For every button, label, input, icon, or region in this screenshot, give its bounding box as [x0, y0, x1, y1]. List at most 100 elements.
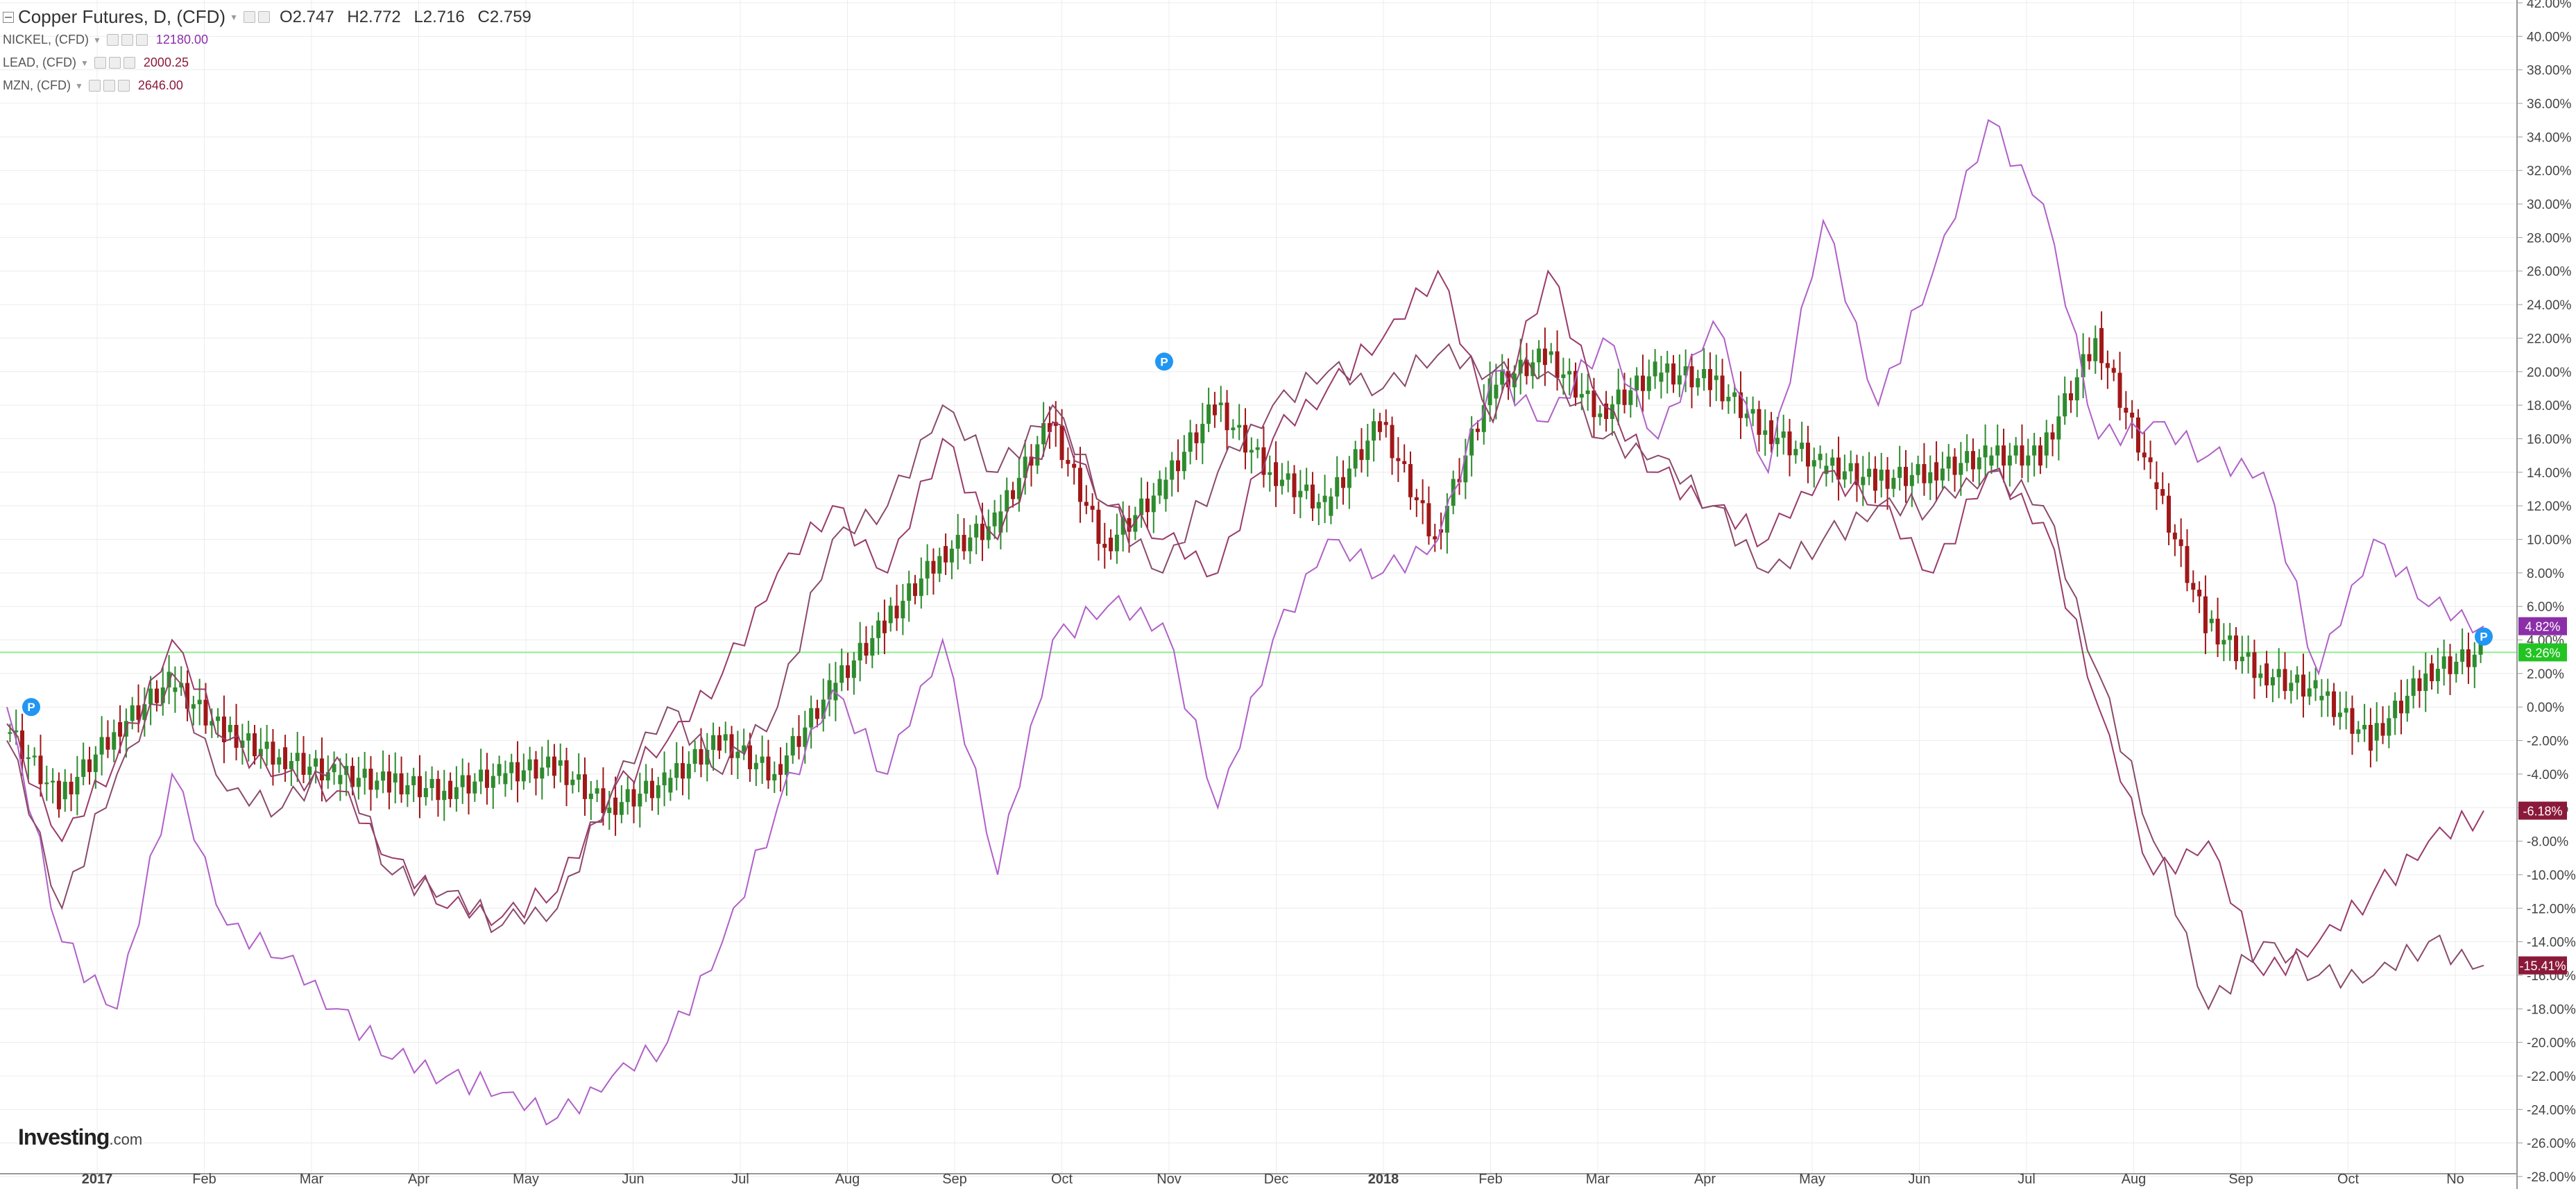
candle-body[interactable]	[968, 537, 973, 551]
candle-body[interactable]	[570, 779, 575, 785]
candle-body[interactable]	[809, 708, 814, 728]
candle-body[interactable]	[1139, 498, 1144, 515]
candle-body[interactable]	[1035, 444, 1040, 466]
candle-body[interactable]	[240, 740, 245, 749]
candle-body[interactable]	[1157, 479, 1162, 496]
candle-body[interactable]	[301, 753, 306, 775]
overlay-row-lead[interactable]: LEAD, (CFD) ▼ 2000.25	[3, 51, 540, 74]
candle-body[interactable]	[974, 523, 979, 538]
candle-body[interactable]	[595, 788, 599, 794]
candle-body[interactable]	[87, 759, 92, 772]
candle-body[interactable]	[821, 699, 826, 719]
candle-body[interactable]	[992, 512, 997, 527]
candle-body[interactable]	[436, 778, 441, 801]
candle-body[interactable]	[1206, 404, 1211, 424]
candle-body[interactable]	[1041, 422, 1046, 445]
candle-body[interactable]	[203, 699, 208, 726]
candle-body[interactable]	[386, 771, 391, 793]
candle-body[interactable]	[1683, 366, 1688, 376]
candle-body[interactable]	[1726, 397, 1731, 402]
candle-body[interactable]	[931, 561, 936, 574]
candle-body[interactable]	[1787, 431, 1792, 456]
candle-body[interactable]	[1977, 457, 1981, 470]
candle-body[interactable]	[2283, 669, 2287, 692]
candle-body[interactable]	[668, 778, 673, 793]
candle-body[interactable]	[625, 789, 630, 803]
candle-body[interactable]	[1133, 515, 1138, 532]
candle-body[interactable]	[1268, 472, 1272, 475]
candle-body[interactable]	[717, 735, 722, 751]
candle-body[interactable]	[148, 688, 153, 705]
candle-body[interactable]	[907, 583, 912, 601]
candle-body[interactable]	[154, 688, 159, 703]
candle-body[interactable]	[1983, 445, 1988, 458]
eye-icon[interactable]	[94, 57, 106, 69]
candle-body[interactable]	[51, 780, 56, 782]
candle-body[interactable]	[1537, 348, 1542, 363]
candle-body[interactable]	[1714, 375, 1718, 380]
candle-body[interactable]	[1481, 405, 1486, 432]
candle-body[interactable]	[38, 755, 43, 785]
candle-body[interactable]	[1237, 425, 1242, 428]
candle-body[interactable]	[1176, 460, 1181, 472]
candle-body[interactable]	[2405, 696, 2409, 714]
candle-body[interactable]	[1249, 450, 1254, 453]
candle-body[interactable]	[1163, 479, 1168, 499]
candle-body[interactable]	[1542, 348, 1547, 366]
candle-body[interactable]	[888, 606, 893, 624]
series-line-lead[interactable]	[6, 269, 2484, 977]
candle-body[interactable]	[454, 787, 459, 799]
candle-body[interactable]	[314, 758, 318, 767]
candle-body[interactable]	[8, 732, 12, 734]
candle-body[interactable]	[1744, 413, 1749, 418]
candle-body[interactable]	[44, 782, 49, 785]
series-line-nickel[interactable]	[6, 119, 2484, 1126]
candle-body[interactable]	[1970, 451, 1975, 470]
candle-body[interactable]	[1995, 445, 2000, 456]
candle-body[interactable]	[14, 730, 19, 733]
candle-body[interactable]	[1102, 543, 1107, 548]
candle-body[interactable]	[1959, 463, 1963, 475]
candle-body[interactable]	[375, 780, 379, 790]
candle-body[interactable]	[839, 665, 844, 683]
candle-body[interactable]	[1879, 470, 1884, 481]
candle-body[interactable]	[1194, 432, 1199, 443]
candle-body[interactable]	[411, 776, 416, 785]
candle-body[interactable]	[803, 727, 808, 747]
close-icon[interactable]	[117, 80, 130, 92]
candle-body[interactable]	[1512, 373, 1517, 388]
candle-body[interactable]	[2117, 373, 2122, 408]
candle-body[interactable]	[1696, 378, 1700, 388]
candle-body[interactable]	[1781, 431, 1786, 438]
candle-body[interactable]	[748, 745, 752, 769]
candle-body[interactable]	[1622, 389, 1627, 405]
candle-body[interactable]	[2417, 678, 2422, 692]
candle-body[interactable]	[142, 704, 147, 720]
candle-body[interactable]	[1952, 456, 1957, 475]
candle-body[interactable]	[2191, 583, 2196, 590]
candle-body[interactable]	[2130, 412, 2135, 418]
candle-body[interactable]	[1707, 369, 1712, 391]
candle-body[interactable]	[1372, 421, 1376, 441]
candle-body[interactable]	[1671, 363, 1676, 385]
candle-body[interactable]	[423, 788, 428, 798]
candle-body[interactable]	[1145, 498, 1150, 513]
candle-body[interactable]	[1335, 477, 1340, 497]
candle-body[interactable]	[2154, 482, 2159, 489]
candle-body[interactable]	[1598, 413, 1603, 418]
candle-body[interactable]	[1402, 461, 1407, 464]
candle-body[interactable]	[2013, 445, 2018, 456]
candle-body[interactable]	[1304, 484, 1309, 491]
candle-body[interactable]	[160, 687, 165, 703]
candle-body[interactable]	[1904, 467, 1908, 486]
candle-body[interactable]	[1592, 390, 1596, 418]
candle-body[interactable]	[1885, 470, 1890, 489]
candle-body[interactable]	[173, 687, 178, 692]
candle-body[interactable]	[674, 763, 679, 778]
candle-body[interactable]	[62, 781, 67, 800]
candle-body[interactable]	[2135, 417, 2140, 453]
candle-body[interactable]	[356, 778, 361, 787]
candle-body[interactable]	[772, 773, 777, 781]
candle-body[interactable]	[2087, 354, 2092, 361]
